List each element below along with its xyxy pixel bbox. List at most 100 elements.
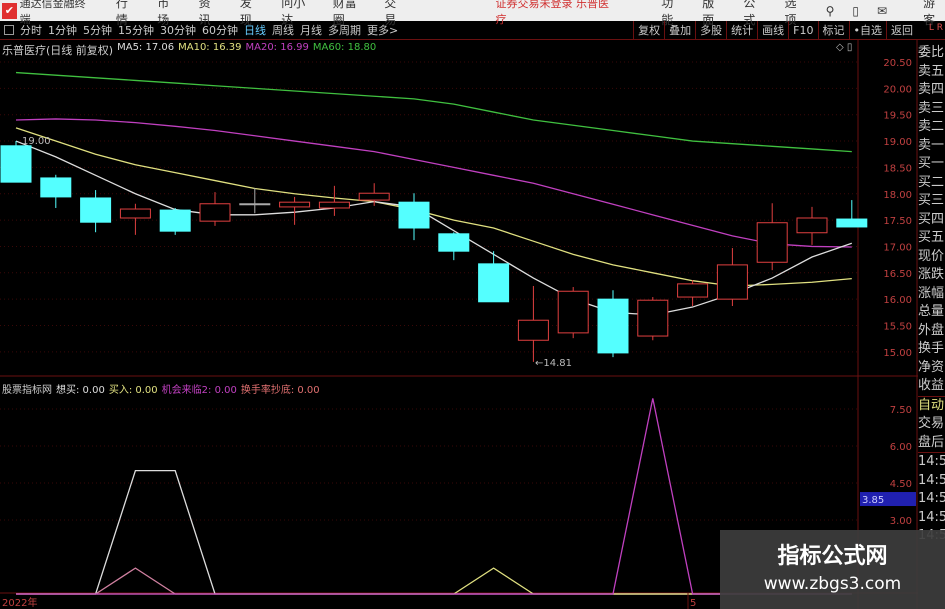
tool-button[interactable]: F10 [788,21,817,40]
candle-body [517,319,549,341]
price-tick: 20.50 [883,58,912,69]
quote-label: 卖二 [918,119,945,134]
quote-label: 交易 [918,416,945,431]
login-notice[interactable]: 证券交易未登录 乐普医疗 [495,0,610,26]
main-indicator-info: 乐普医疗(日线 前复权) MA5: 17.06 MA10: 16.39 MA20… [2,42,376,58]
sub-series-line [16,398,852,595]
diamond-icon[interactable]: ◇ ▯ [836,42,852,53]
phone-icon[interactable]: ▯ [852,3,860,18]
menu-item[interactable]: 版面 [702,0,715,27]
candle-body [478,263,510,303]
tool-button[interactable]: 统计 [726,21,757,40]
menu-item[interactable]: 交易 [384,0,397,27]
candle-body [836,218,868,228]
menu-bar: ✔ 通达信金融终端 行情 市场 资讯 发现 问小达 财富圈 交易 证券交易未登录 乐普医疗 … [0,0,945,27]
quote-label: 收益 [918,378,945,393]
period-tab[interactable]: 15分钟 [118,24,154,37]
period-tab[interactable]: 1分钟 [48,24,77,37]
period-tab[interactable]: 5分钟 [83,24,112,37]
candle-body [40,177,72,198]
period-tab[interactable]: 周线 [272,24,294,37]
quote-label: 14:5 [918,491,945,506]
period-tab[interactable]: 多周期 [328,24,361,37]
period-tab[interactable]: 分时 [20,24,42,37]
candle-body [716,264,748,300]
tool-button[interactable]: 返回 [886,21,917,40]
menu-item[interactable]: 行情 [115,0,128,27]
price-tick: 19.50 [883,111,912,122]
sub-indicator-info: 股票指标网 想买: 0.00 买入: 0.00 机会来临2: 0.00 换手率抄… [2,381,320,396]
quote-label: 盘后 [918,434,945,450]
sub-tick: 7.50 [890,405,912,416]
period-tab[interactable]: 日线 [244,24,266,37]
message-icon[interactable]: ✉ [877,3,888,18]
quote-label: 总量 [918,304,945,319]
menu-item[interactable]: 发现 [239,0,252,27]
price-tick: 16.50 [883,269,912,280]
candle-body [756,222,788,263]
quote-label: 外盘 [918,322,945,338]
candle-body [119,208,151,219]
help-icon[interactable]: ⚲ [825,3,835,18]
price-tick: 17.00 [883,242,912,253]
stock-title: 乐普医疗(日线 前复权) [2,44,114,57]
candle-body [796,217,828,234]
tool-button[interactable]: 多股 [695,21,726,40]
sub-value-a: 想买: 0.00 [56,385,105,396]
lr-indicator: L R [928,23,943,33]
price-tick: 15.00 [883,348,912,359]
user-label[interactable]: 游客 [923,0,936,27]
price-tick: 19.00 [883,137,912,148]
ma10-line [15,127,852,287]
candle-body [199,203,231,222]
current-value: 3.85 [862,495,884,506]
layout-icon[interactable] [4,25,14,35]
tool-button[interactable]: •自选 [848,21,887,40]
menu-item[interactable]: 财富圈 [332,0,357,27]
price-tick: 18.00 [883,190,912,201]
menu-item[interactable]: 问小达 [281,0,306,27]
candle-body [239,203,271,206]
candle-body [358,192,390,201]
watermark-title: 指标公式网 [777,544,888,569]
app-logo-icon: ✔ [2,2,17,19]
menu-item[interactable]: 市场 [157,0,170,27]
menu-item[interactable]: 选项 [784,0,797,27]
quote-label: 买四 [918,211,945,227]
kline-chart[interactable]: 20.50 20.00 19.50 19.00 18.50 18.00 17.50 17.00… [0,40,918,609]
ma60-value: MA60: 18.80 [312,42,377,53]
high-label: 19.00 [22,136,51,147]
ma20-line [15,118,852,248]
x-label: 2022年 [2,596,37,609]
quote-label: 换手 [918,341,945,356]
ma10-value: MA10: 16.39 [178,42,242,53]
period-tab[interactable]: 月线 [300,24,322,37]
quote-label: 卖四 [918,82,945,97]
tool-button[interactable]: 画线 [757,21,788,40]
watermark: 指标公式网 www.zbgs3.com [720,530,945,609]
period-tab[interactable]: 60分钟 [202,24,238,37]
sub-value-d: 换手率抄底: 0.00 [240,385,320,396]
period-tab[interactable]: 30分钟 [160,24,196,37]
app-title: 通达信金融终端 [19,0,86,26]
quote-label: 买三 [918,193,945,208]
tool-button[interactable]: 叠加 [664,21,695,40]
period-toolbar: 分时 1分钟 5分钟 15分钟 30分钟 60分钟 日线 周线 月线 多周期 更多> 复权 叠加 多股统… [0,21,945,40]
candle-body [398,201,430,229]
period-tab[interactable]: 更多> [367,24,399,37]
tool-button[interactable]: 复权 [633,21,664,40]
menu-item[interactable]: 资讯 [198,0,211,27]
quote-label: 卖一 [918,137,945,153]
quote-label: 卖五 [918,63,945,79]
quote-label: 自动 [918,395,945,416]
menu-item[interactable]: 公式 [743,0,756,27]
low-label: ←14.81 [535,358,572,369]
ma5-line [15,140,853,316]
candle-body [677,283,709,298]
quote-label: 买一 [918,156,945,171]
candle-body [159,209,191,232]
tool-button[interactable]: 标记 [817,21,849,40]
candle-body [80,197,112,223]
price-tick: 15.50 [883,322,912,333]
watermark-url: www.zbgs3.com [763,574,902,594]
